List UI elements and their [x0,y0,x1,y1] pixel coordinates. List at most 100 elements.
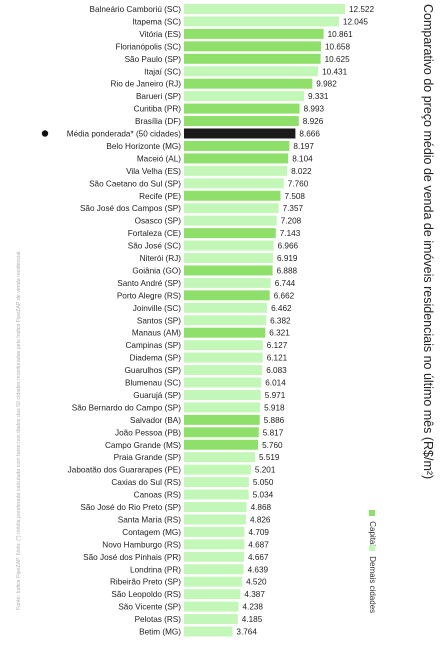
value-label-21: 6.888 [277,266,298,275]
category-label-39: Canoas (RS) [134,491,182,500]
bar-10 [184,128,296,139]
bar-19 [184,240,274,251]
value-label-6: 9.982 [316,80,337,89]
value-label-48: 4.238 [243,603,264,612]
legend-capitais: Capitais [368,510,377,550]
category-label-30: Blumenau (SC) [125,379,181,388]
bar-37 [184,464,251,475]
bar-11 [184,140,290,151]
bar-1 [184,16,339,27]
bar-47 [184,589,241,600]
bar-4 [184,53,321,64]
value-label-13: 8.022 [291,167,312,176]
value-label-26: 6.321 [269,329,290,338]
bar-43 [184,539,245,550]
value-label-50: 3.764 [236,628,257,637]
category-label-10: Média ponderada* (50 cidades) [67,130,182,139]
bar-41 [184,514,246,525]
value-label-4: 10.625 [325,55,350,64]
value-label-17: 7.208 [281,217,302,226]
bar-34 [184,427,259,438]
value-label-47: 4.387 [244,590,265,599]
category-label-13: Vila Velha (ES) [126,167,181,176]
bar-15 [184,190,281,201]
bar-9 [184,116,299,127]
category-label-42: Contagem (MG) [122,528,181,537]
bar-23 [184,290,270,301]
value-label-12: 8.104 [292,154,313,163]
value-label-9: 8.926 [303,117,324,126]
bar-24 [184,302,268,313]
category-label-31: Guarujá (SP) [133,391,181,400]
value-label-25: 6.382 [270,316,291,325]
category-label-50: Betim (MG) [139,628,181,637]
bar-26 [184,327,266,338]
category-label-12: Maceió (AL) [137,154,181,163]
bar-14 [184,178,284,189]
value-label-36: 5.519 [259,453,280,462]
value-label-27: 6.127 [267,341,288,350]
bar-39 [184,489,249,500]
bar-32 [184,402,261,413]
category-label-24: Joinville (SC) [133,304,181,313]
bar-36 [184,452,255,463]
value-label-34: 5.817 [263,428,284,437]
value-label-44: 4.667 [248,553,269,562]
category-label-26: Manaus (AM) [132,329,181,338]
bar-13 [184,165,288,176]
value-label-28: 6.121 [267,354,288,363]
value-label-1: 12.045 [343,17,368,26]
value-label-5: 10.431 [322,67,347,76]
bar-8 [184,103,300,114]
value-label-8: 8.993 [304,105,325,114]
category-label-23: Porto Alegre (RS) [117,291,181,300]
category-label-16: São José dos Campos (SP) [80,204,181,213]
category-label-41: Santa Maria (RS) [118,515,182,524]
bar-31 [184,389,261,400]
category-label-37: Jaboatão dos Guararapes (PE) [68,466,182,475]
bar-17 [184,215,277,226]
category-label-29: Guarulhos (SP) [125,366,182,375]
bar-48 [184,601,239,612]
category-label-46: Ribeirão Preto (SP) [110,578,181,587]
value-label-22: 6.744 [275,279,296,288]
bar-30 [184,377,262,388]
legend-demais-label: Demais cidades [368,556,377,614]
chart-title: Comparativo do preço médio de venda de i… [421,4,435,480]
bar-7 [184,91,304,102]
category-label-33: Salvador (BA) [130,416,181,425]
value-label-24: 6.462 [271,304,292,313]
bar-50 [184,626,233,637]
category-label-17: Osasco (SP) [135,217,182,226]
category-label-40: São José do Rio Preto (SP) [80,503,181,512]
bar-44 [184,551,244,562]
category-label-19: São José (SC) [128,242,182,251]
bar-27 [184,340,263,351]
value-label-37: 5.201 [255,466,276,475]
bar-5 [184,66,319,77]
category-label-21: Goiânia (GO) [132,266,181,275]
value-label-11: 8.197 [293,142,314,151]
value-label-30: 6.014 [265,379,286,388]
legend-demais: Demais cidades [368,545,377,613]
value-label-20: 6.919 [277,254,298,263]
category-label-27: Campinas (SP) [125,341,181,350]
bar-29 [184,365,263,376]
bar-28 [184,352,263,363]
bar-2 [184,28,324,39]
category-label-3: Florianópolis (SC) [115,42,181,51]
category-label-1: Itapema (SC) [132,17,181,26]
value-label-42: 4.709 [249,528,270,537]
category-label-15: Recife (PE) [139,192,181,201]
value-label-39: 5.034 [253,491,274,500]
category-label-11: Belo Horizonte (MG) [106,142,181,151]
value-label-29: 6.083 [266,366,287,375]
value-label-0: 12.522 [349,5,374,14]
legend-capitais-swatch [369,510,375,516]
value-label-10: 8.666 [299,130,320,139]
category-label-25: Santos (SP) [137,316,181,325]
category-label-5: Itajaí (SC) [144,67,181,76]
media-marker-dot [41,130,49,137]
category-label-7: Barueri (SP) [136,92,181,101]
